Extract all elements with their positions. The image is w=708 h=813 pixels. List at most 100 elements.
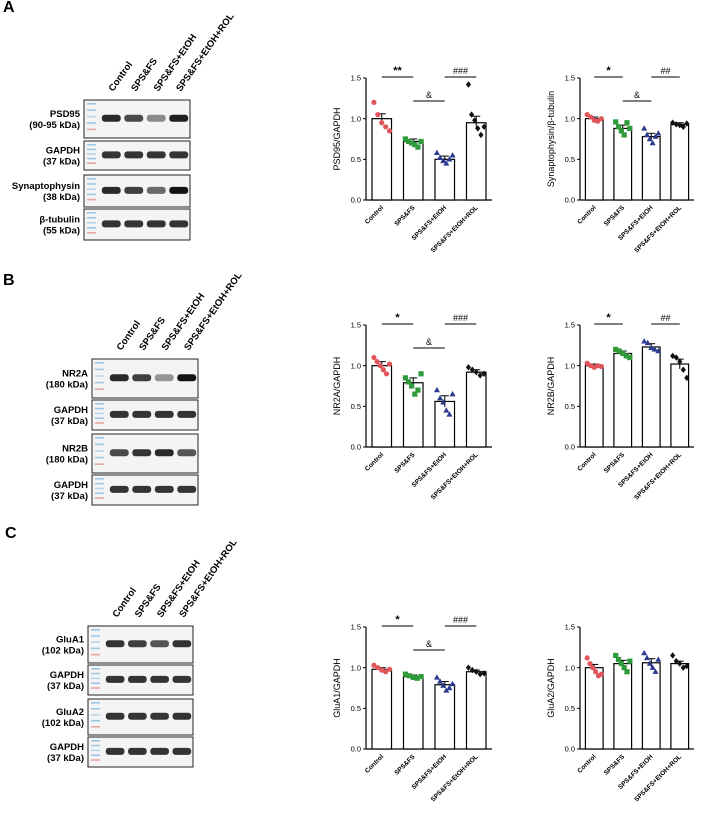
- data-point: [377, 363, 383, 369]
- y-tick-label: 0.5: [351, 704, 361, 713]
- y-tick-label: 1.5: [565, 74, 575, 83]
- data-point: [410, 674, 416, 681]
- bar: [584, 365, 604, 448]
- blot-kda-label: (102 kDa): [42, 646, 84, 657]
- blot-band: [146, 151, 166, 159]
- data-point: [623, 353, 629, 359]
- data-point: [651, 346, 658, 352]
- y-tick-label: 1.0: [351, 663, 361, 672]
- y-tick-label: 1.5: [351, 321, 361, 330]
- ladder-band: [87, 222, 96, 224]
- bar: [613, 127, 633, 201]
- blot-kda-label: (37 kDa): [43, 157, 80, 168]
- data-point: [473, 368, 479, 376]
- data-point: [673, 657, 679, 665]
- data-point: [481, 670, 487, 677]
- data-point: [613, 346, 619, 352]
- ladder-band: [91, 702, 100, 704]
- ladder-band: [91, 682, 100, 684]
- blot-band: [172, 712, 192, 720]
- ladder-band: [95, 412, 104, 415]
- data-point: [673, 354, 679, 361]
- data-point: [673, 121, 679, 128]
- ladder-band: [95, 417, 104, 419]
- ladder-band: [95, 422, 104, 424]
- data-point: [684, 662, 690, 670]
- data-point: [386, 666, 393, 672]
- blot-band: [150, 712, 169, 720]
- data-point: [627, 354, 633, 361]
- ladder-band: [95, 443, 104, 446]
- ladder-band: [87, 103, 96, 105]
- blot-band: [132, 449, 152, 457]
- blot-band: [105, 712, 125, 720]
- data-point: [405, 379, 412, 385]
- data-point: [677, 660, 683, 667]
- data-point: [469, 666, 475, 674]
- blot-band: [109, 410, 129, 418]
- panel-b: BControlSPS&FSSPS&FS+EtOHSPS&FS+EtOH+ROL…: [3, 270, 245, 506]
- data-point: [415, 144, 421, 150]
- data-point: [655, 656, 662, 662]
- data-point: [621, 132, 627, 138]
- y-axis-label: NR2B/GAPDH: [546, 357, 556, 416]
- ladder-band: [95, 478, 104, 480]
- blot-protein-label: GluA1: [56, 635, 85, 646]
- bar: [641, 135, 661, 201]
- blot-band: [109, 485, 129, 493]
- ladder-band: [95, 487, 104, 490]
- ladder-band: [91, 647, 100, 650]
- ladder-band: [91, 653, 100, 656]
- bar: [670, 662, 690, 750]
- ladder-band: [95, 375, 104, 377]
- blot-band: [177, 485, 197, 493]
- bar: [613, 352, 633, 448]
- data-point: [677, 358, 683, 365]
- data-point: [473, 668, 479, 675]
- y-tick-label: 1.5: [351, 623, 361, 632]
- panel-c: CControlSPS&FSSPS&FS+EtOHSPS&FS+EtOH+ROL…: [5, 525, 240, 768]
- data-point: [469, 366, 475, 373]
- ladder-band: [91, 629, 100, 631]
- data-point: [684, 120, 690, 127]
- panel-a: AControlSPS&FSSPS&FS+EtOHSPS&FS+EtOH+ROL…: [3, 0, 237, 241]
- data-point: [680, 664, 686, 671]
- blot-band: [146, 186, 166, 194]
- data-point: [481, 370, 487, 377]
- data-point: [615, 124, 622, 130]
- data-point: [468, 111, 475, 118]
- blot-glua2: GluA2(102 kDa): [42, 698, 194, 736]
- blot-band: [132, 374, 152, 382]
- blot-band: [154, 485, 174, 493]
- y-tick-label: 0.5: [351, 155, 361, 164]
- data-point: [383, 371, 390, 377]
- blot-glua1: GluA1(102 kDa): [42, 625, 194, 664]
- data-point: [598, 363, 604, 370]
- data-point: [437, 395, 444, 401]
- data-point: [446, 684, 453, 691]
- data-point: [409, 140, 415, 146]
- blot-band: [169, 114, 189, 122]
- data-point: [641, 125, 648, 131]
- data-point: [655, 347, 662, 354]
- data-point: [641, 338, 648, 344]
- ladder-band: [91, 668, 100, 670]
- data-point: [386, 361, 393, 367]
- y-axis-label: NR2A/GAPDH: [332, 357, 342, 416]
- data-point: [409, 383, 415, 389]
- blot-band: [101, 114, 121, 122]
- blot-band: [124, 151, 144, 159]
- ladder-band: [95, 407, 104, 410]
- blot-band: [169, 151, 189, 159]
- blot-gapdh: GAPDH(37 kDa): [47, 664, 194, 696]
- data-point: [449, 680, 456, 687]
- ladder-band: [87, 227, 96, 229]
- data-point: [379, 120, 385, 126]
- x-tick-label: Control: [576, 451, 597, 472]
- data-point: [446, 411, 453, 417]
- data-point: [646, 135, 653, 142]
- data-point: [684, 374, 690, 382]
- ladder-band: [95, 450, 104, 452]
- blot-band: [154, 374, 174, 382]
